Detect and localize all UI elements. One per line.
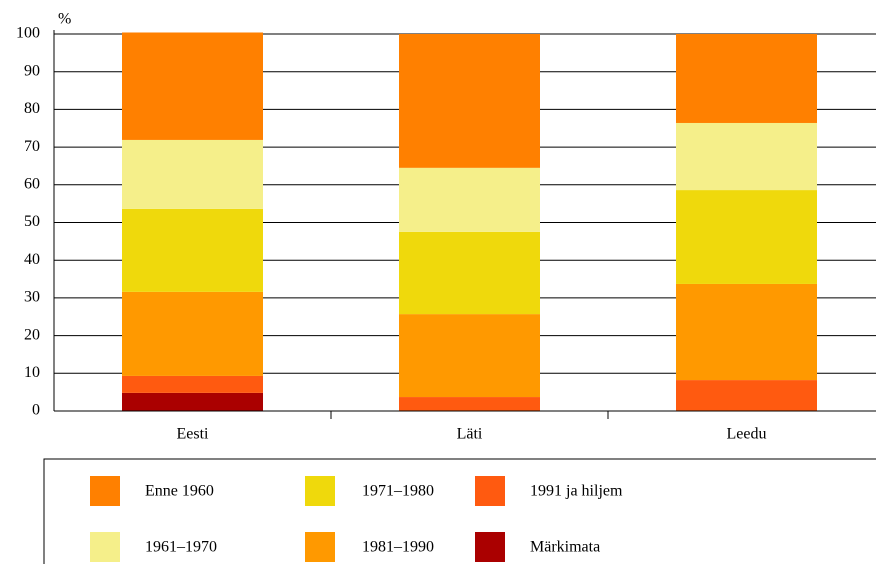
y-axis-label: %: [58, 11, 71, 28]
bar-segment: [399, 314, 540, 398]
y-tick-label: 60: [24, 175, 40, 192]
legend-label: 1971–1980: [362, 483, 434, 500]
x-tick-label: Läti: [457, 426, 483, 443]
legend-swatch: [90, 532, 120, 562]
bar-segment: [399, 34, 540, 168]
bar-segment: [122, 291, 263, 376]
y-tick-label: 100: [16, 25, 40, 42]
legend-swatch: [305, 476, 335, 506]
legend-swatch: [90, 476, 120, 506]
x-tick-label: Leedu: [727, 426, 767, 443]
bar-segment: [122, 208, 263, 292]
legend-swatch: [475, 476, 505, 506]
legend-label: Enne 1960: [145, 483, 214, 500]
bar-segment: [676, 380, 817, 411]
y-tick-label: 80: [24, 100, 40, 117]
y-tick-label: 70: [24, 138, 40, 155]
legend-label: Märkimata: [530, 539, 600, 556]
bar-segment: [399, 167, 540, 232]
legend-frame: [43, 458, 876, 564]
y-tick-label: 10: [24, 364, 40, 381]
bar-segment: [676, 190, 817, 284]
legend-label: 1981–1990: [362, 539, 434, 556]
bar-segment: [399, 397, 540, 411]
bar-segment: [676, 34, 817, 123]
legend-label: 1991 ja hiljem: [530, 483, 623, 500]
legend-label: 1961–1970: [145, 539, 217, 556]
y-tick-label: 30: [24, 289, 40, 306]
bar-segment: [122, 32, 263, 140]
y-tick-label: 0: [32, 402, 40, 419]
bar-segment: [676, 283, 817, 381]
y-tick-label: 50: [24, 213, 40, 230]
legend-swatch: [305, 532, 335, 562]
y-tick-label: 20: [24, 326, 40, 343]
bar-segment: [122, 392, 263, 411]
y-tick-label: 40: [24, 251, 40, 268]
bar-segment: [122, 375, 263, 393]
bar-segment: [676, 122, 817, 191]
bar-segment: [399, 231, 540, 315]
y-tick-label: 90: [24, 62, 40, 79]
legend-swatch: [475, 532, 505, 562]
x-tick-label: Eesti: [177, 426, 210, 443]
bar-segment: [122, 139, 263, 209]
